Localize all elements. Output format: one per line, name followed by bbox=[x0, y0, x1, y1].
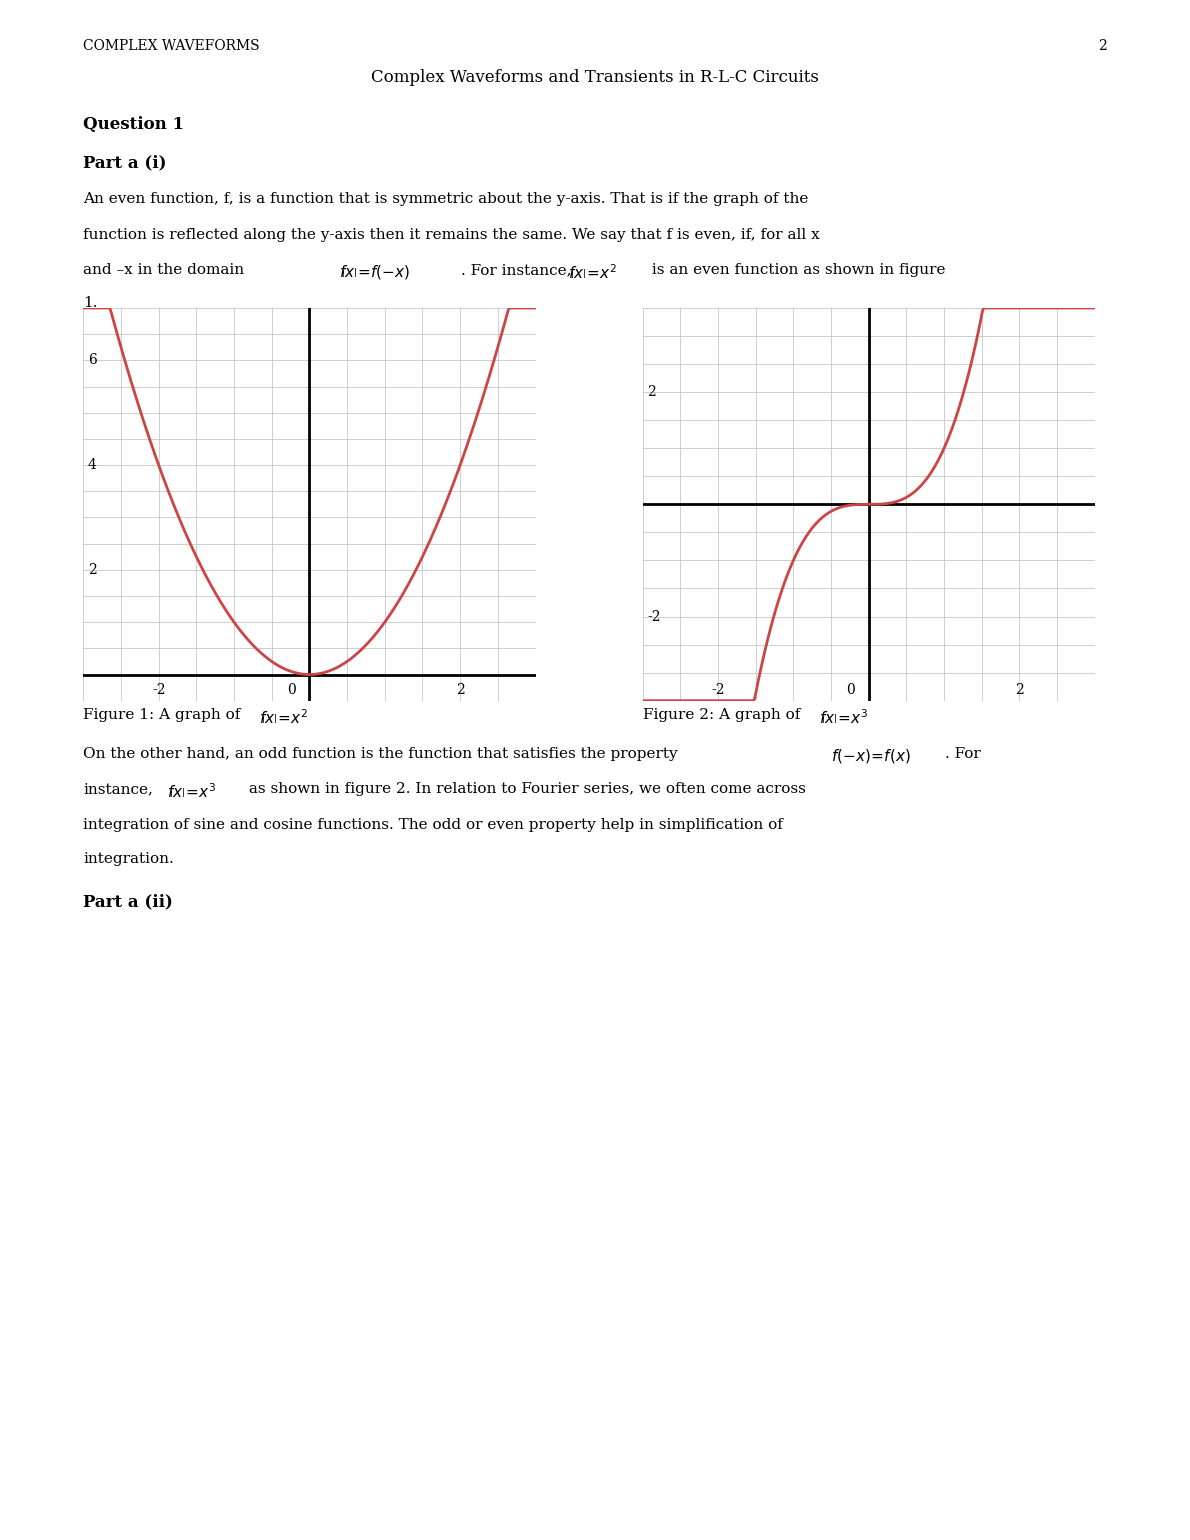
Text: $f\!\left|x\right|\!=\!x^3$: $f\!\left|x\right|\!=\!x^3$ bbox=[819, 708, 868, 727]
Text: 2: 2 bbox=[1015, 682, 1023, 696]
Text: is an even function as shown in figure: is an even function as shown in figure bbox=[647, 263, 946, 277]
Text: 0: 0 bbox=[846, 682, 856, 696]
Text: COMPLEX WAVEFORMS: COMPLEX WAVEFORMS bbox=[83, 38, 259, 52]
Text: function is reflected along the y-axis then it remains the same. We say that f i: function is reflected along the y-axis t… bbox=[83, 228, 820, 242]
Text: instance,: instance, bbox=[83, 782, 154, 796]
Text: 4: 4 bbox=[88, 457, 96, 473]
Text: 1.: 1. bbox=[83, 296, 98, 310]
Text: Part a (i): Part a (i) bbox=[83, 154, 167, 171]
Text: 2: 2 bbox=[1098, 38, 1107, 52]
Text: integration.: integration. bbox=[83, 852, 174, 865]
Text: -2: -2 bbox=[712, 682, 725, 696]
Text: On the other hand, an odd function is the function that satisfies the property: On the other hand, an odd function is th… bbox=[83, 747, 678, 761]
Text: integration of sine and cosine functions. The odd or even property help in simpl: integration of sine and cosine functions… bbox=[83, 818, 783, 832]
Text: $f\!\left|x\right|\!=\!x^2$: $f\!\left|x\right|\!=\!x^2$ bbox=[259, 708, 308, 727]
Text: An even function, f, is a function that is symmetric about the y-axis. That is i: An even function, f, is a function that … bbox=[83, 192, 809, 206]
Text: Question 1: Question 1 bbox=[83, 116, 184, 132]
Text: 6: 6 bbox=[88, 353, 96, 368]
Text: Part a (ii): Part a (ii) bbox=[83, 893, 174, 910]
Text: Figure 1: A graph of: Figure 1: A graph of bbox=[83, 708, 245, 722]
Text: -2: -2 bbox=[152, 682, 165, 696]
Text: 2: 2 bbox=[647, 385, 656, 399]
Text: -2: -2 bbox=[647, 610, 660, 624]
Text: $f\!\left|x\right|\!=\!f(-x)$: $f\!\left|x\right|\!=\!f(-x)$ bbox=[339, 263, 411, 282]
Text: 2: 2 bbox=[88, 562, 96, 578]
Text: . For: . For bbox=[945, 747, 981, 761]
Text: 2: 2 bbox=[456, 682, 464, 696]
Text: 0: 0 bbox=[287, 682, 296, 696]
Text: and –x in the domain: and –x in the domain bbox=[83, 263, 244, 277]
Text: . For instance,: . For instance, bbox=[461, 263, 576, 277]
Text: $f\!\left|x\right|\!=\!x^3$: $f\!\left|x\right|\!=\!x^3$ bbox=[167, 782, 215, 801]
Text: Figure 2: A graph of: Figure 2: A graph of bbox=[643, 708, 804, 722]
Text: $f(-x)\!=\!f(x)$: $f(-x)\!=\!f(x)$ bbox=[831, 747, 910, 765]
Text: $f\!\left|x\right|\!=\!x^2$: $f\!\left|x\right|\!=\!x^2$ bbox=[568, 263, 616, 282]
Text: Complex Waveforms and Transients in R-L-C Circuits: Complex Waveforms and Transients in R-L-… bbox=[371, 69, 819, 86]
Text: as shown in figure 2. In relation to Fourier series, we often come across: as shown in figure 2. In relation to Fou… bbox=[244, 782, 806, 796]
